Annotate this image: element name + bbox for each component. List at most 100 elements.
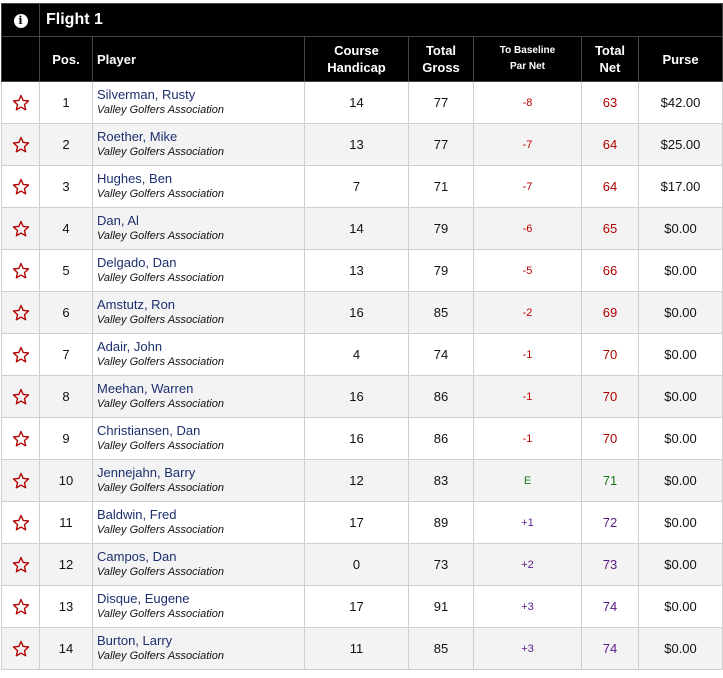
- position-cell: 4: [39, 207, 93, 250]
- purse-cell: $0.00: [637, 207, 723, 250]
- player-club: Valley Golfers Association: [97, 524, 224, 536]
- favorite-star-button[interactable]: [1, 501, 40, 544]
- purse-cell: $42.00: [637, 81, 723, 124]
- table-row[interactable]: 1 Silverman, Rusty Valley Golfers Associat…: [1, 81, 723, 124]
- table-row[interactable]: 9 Christiansen, Dan Valley Golfers Associa…: [1, 417, 723, 460]
- star-icon[interactable]: [12, 304, 30, 321]
- player-name[interactable]: Adair, John: [97, 339, 163, 354]
- course-handicap-cell: 16: [304, 417, 409, 460]
- col-total-net[interactable]: Total Net: [581, 36, 639, 82]
- player-cell[interactable]: Disque, Eugene Valley Golfers Association: [92, 585, 305, 628]
- player-cell[interactable]: Campos, Dan Valley Golfers Association: [92, 543, 305, 586]
- favorite-star-button[interactable]: [1, 207, 40, 250]
- total-gross-cell: 77: [408, 123, 474, 166]
- to-baseline-cell: -2: [473, 291, 582, 334]
- total-gross-cell: 85: [408, 291, 474, 334]
- player-name[interactable]: Jennejahn, Barry: [97, 465, 196, 480]
- star-icon[interactable]: [12, 220, 30, 237]
- player-cell[interactable]: Amstutz, Ron Valley Golfers Association: [92, 291, 305, 334]
- table-row[interactable]: 2 Roether, Mike Valley Golfers Association…: [1, 123, 723, 166]
- player-cell[interactable]: Christiansen, Dan Valley Golfers Associat…: [92, 417, 305, 460]
- player-name[interactable]: Amstutz, Ron: [97, 297, 176, 312]
- position-cell: 7: [39, 333, 93, 376]
- star-icon[interactable]: [12, 598, 30, 615]
- star-icon[interactable]: [12, 346, 30, 363]
- favorite-star-button[interactable]: [1, 375, 40, 418]
- col-purse[interactable]: Purse: [637, 36, 723, 82]
- favorite-star-button[interactable]: [1, 123, 40, 166]
- player-club: Valley Golfers Association: [97, 440, 224, 452]
- flight-title: Flight 1: [46, 11, 103, 28]
- favorite-star-button[interactable]: [1, 165, 40, 208]
- player-name[interactable]: Disque, Eugene: [97, 591, 190, 606]
- player-cell[interactable]: Meehan, Warren Valley Golfers Association: [92, 375, 305, 418]
- player-cell[interactable]: Burton, Larry Valley Golfers Association: [92, 627, 305, 670]
- star-icon[interactable]: [12, 514, 30, 531]
- favorite-star-button[interactable]: [1, 543, 40, 586]
- player-cell[interactable]: Adair, John Valley Golfers Association: [92, 333, 305, 376]
- favorite-star-button[interactable]: [1, 333, 40, 376]
- table-row[interactable]: 11 Baldwin, Fred Valley Golfers Associatio…: [1, 501, 723, 544]
- player-name[interactable]: Baldwin, Fred: [97, 507, 177, 522]
- star-icon[interactable]: [12, 178, 30, 195]
- star-icon[interactable]: [12, 94, 30, 111]
- info-button[interactable]: i: [1, 3, 40, 37]
- player-name[interactable]: Delgado, Dan: [97, 255, 177, 270]
- favorite-star-button[interactable]: [1, 585, 40, 628]
- position-cell: 1: [39, 81, 93, 124]
- col-pos[interactable]: Pos.: [39, 36, 93, 82]
- player-cell[interactable]: Silverman, Rusty Valley Golfers Associati…: [92, 81, 305, 124]
- favorite-star-button[interactable]: [1, 291, 40, 334]
- player-cell[interactable]: Dan, Al Valley Golfers Association: [92, 207, 305, 250]
- player-cell[interactable]: Roether, Mike Valley Golfers Association: [92, 123, 305, 166]
- player-name[interactable]: Roether, Mike: [97, 129, 178, 144]
- star-icon[interactable]: [12, 640, 30, 657]
- player-name[interactable]: Christiansen, Dan: [97, 423, 201, 438]
- player-name[interactable]: Dan, Al: [97, 213, 139, 228]
- player-cell[interactable]: Baldwin, Fred Valley Golfers Association: [92, 501, 305, 544]
- total-net-cell: 64: [581, 123, 639, 166]
- col-course-handicap[interactable]: Course Handicap: [304, 36, 409, 82]
- table-row[interactable]: 8 Meehan, Warren Valley Golfers Associatio…: [1, 375, 723, 418]
- purse-cell: $0.00: [637, 585, 723, 628]
- favorite-star-button[interactable]: [1, 459, 40, 502]
- star-icon[interactable]: [12, 472, 30, 489]
- player-name[interactable]: Silverman, Rusty: [97, 87, 196, 102]
- col-total-gross[interactable]: Total Gross: [408, 36, 474, 82]
- player-cell[interactable]: Delgado, Dan Valley Golfers Association: [92, 249, 305, 292]
- favorite-star-button[interactable]: [1, 417, 40, 460]
- col-player[interactable]: Player: [92, 36, 305, 82]
- total-gross-cell: 71: [408, 165, 474, 208]
- column-headers: Pos. Player Course Handicap Total Gross …: [1, 36, 723, 82]
- player-name[interactable]: Hughes, Ben: [97, 171, 173, 186]
- purse-cell: $17.00: [637, 165, 723, 208]
- star-icon[interactable]: [12, 430, 30, 447]
- star-icon[interactable]: [12, 262, 30, 279]
- table-row[interactable]: 13 Disque, Eugene Valley Golfers Associati…: [1, 585, 723, 628]
- player-name[interactable]: Campos, Dan: [97, 549, 177, 564]
- star-icon[interactable]: [12, 556, 30, 573]
- favorite-star-button[interactable]: [1, 81, 40, 124]
- purse-cell: $0.00: [637, 375, 723, 418]
- table-row[interactable]: 4 Dan, Al Valley Golfers Association 14 79 -6…: [1, 207, 723, 250]
- table-row[interactable]: 14 Burton, Larry Valley Golfers Associatio…: [1, 627, 723, 670]
- table-row[interactable]: 3 Hughes, Ben Valley Golfers Association 7 7…: [1, 165, 723, 208]
- player-name[interactable]: Meehan, Warren: [97, 381, 194, 396]
- position-cell: 5: [39, 249, 93, 292]
- table-row[interactable]: 12 Campos, Dan Valley Golfers Association 0…: [1, 543, 723, 586]
- col-favorite: [1, 36, 40, 82]
- info-icon[interactable]: i: [13, 14, 28, 28]
- favorite-star-button[interactable]: [1, 249, 40, 292]
- table-row[interactable]: 7 Adair, John Valley Golfers Association 4 7…: [1, 333, 723, 376]
- table-row[interactable]: 5 Delgado, Dan Valley Golfers Association 1…: [1, 249, 723, 292]
- col-to-baseline[interactable]: To Baseline Par Net: [473, 36, 582, 82]
- player-cell[interactable]: Jennejahn, Barry Valley Golfers Associati…: [92, 459, 305, 502]
- star-icon[interactable]: [12, 388, 30, 405]
- table-row[interactable]: 6 Amstutz, Ron Valley Golfers Association 1…: [1, 291, 723, 334]
- purse-cell: $0.00: [637, 501, 723, 544]
- player-name[interactable]: Burton, Larry: [97, 633, 173, 648]
- favorite-star-button[interactable]: [1, 627, 40, 670]
- player-cell[interactable]: Hughes, Ben Valley Golfers Association: [92, 165, 305, 208]
- star-icon[interactable]: [12, 136, 30, 153]
- table-row[interactable]: 10 Jennejahn, Barry Valley Golfers Associa…: [1, 459, 723, 502]
